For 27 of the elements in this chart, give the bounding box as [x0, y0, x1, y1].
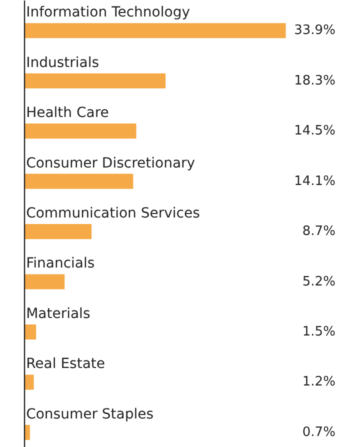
data-label: 14.5% [294, 124, 336, 139]
bar [24, 274, 65, 290]
data-label: 14.1% [294, 174, 336, 189]
y-tick-label: Health Care [26, 105, 109, 122]
bar [24, 174, 134, 189]
y-tick-label: Real Estate [26, 356, 106, 372]
data-label: 0.7% [302, 424, 336, 440]
data-label: 1.2% [302, 374, 336, 390]
data-label: 5.2% [302, 274, 336, 290]
y-tick-label: Information Technology [26, 4, 190, 21]
bar [24, 424, 30, 440]
data-label: 8.7% [302, 224, 336, 240]
bar [24, 324, 36, 340]
bar [24, 124, 136, 139]
y-tick-label: Communication Services [26, 205, 200, 222]
y-tick-label: Financials [26, 256, 95, 272]
data-label: 18.3% [294, 73, 336, 88]
y-tick-label: Consumer Staples [26, 406, 154, 422]
y-tick-label: Materials [26, 306, 90, 322]
y-tick-label: Industrials [26, 54, 100, 71]
y-tick-label: Consumer Discretionary [26, 155, 196, 172]
bar [24, 73, 166, 88]
bar [24, 23, 286, 38]
bar [24, 374, 34, 390]
bar [24, 224, 92, 240]
data-label: 33.9% [294, 23, 336, 38]
data-label: 1.5% [302, 324, 336, 340]
